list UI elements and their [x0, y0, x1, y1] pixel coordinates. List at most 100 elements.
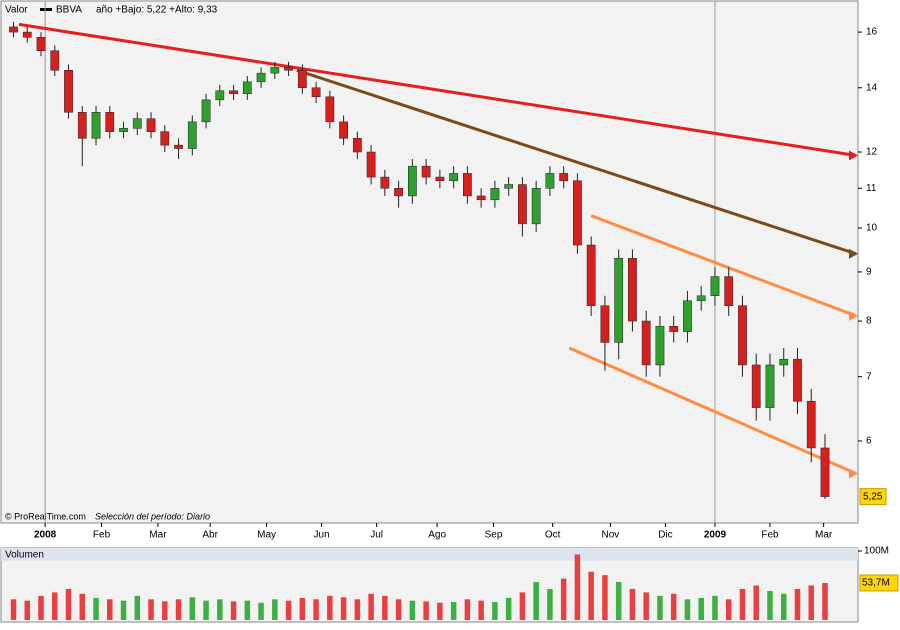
- volume-bar: [79, 593, 86, 620]
- candle-body: [669, 326, 679, 332]
- x-tick-label: Oct: [545, 530, 561, 541]
- volume-bar: [368, 593, 374, 620]
- volume-bar: [134, 595, 141, 620]
- candle-body: [463, 173, 472, 197]
- volume-bar: [739, 588, 746, 620]
- volume-bar: [272, 599, 278, 620]
- last-price-label: 5,25: [863, 491, 883, 502]
- volume-bar: [244, 600, 251, 620]
- x-tick-label: Feb: [761, 530, 779, 541]
- volume-bar: [505, 597, 512, 620]
- candle-body: [518, 184, 527, 225]
- candle-body: [407, 165, 417, 197]
- candle-body: [36, 37, 46, 51]
- x-tick-label: Feb: [93, 530, 111, 541]
- volume-bar: [464, 599, 471, 620]
- trend-arrow: [849, 468, 858, 479]
- candle-body: [132, 118, 142, 129]
- price-panel: [0, 0, 859, 524]
- volume-bar: [423, 601, 429, 620]
- volume-bar: [203, 600, 209, 620]
- candle-body: [297, 70, 307, 89]
- candle-body: [559, 173, 569, 182]
- y-tick-label: 100M: [864, 546, 889, 557]
- y-tick-label: 7: [866, 371, 872, 382]
- candle-body: [655, 326, 665, 366]
- volume-bar: [175, 599, 182, 620]
- candle-body: [311, 87, 321, 98]
- candle-body: [490, 188, 500, 201]
- volume-bar: [313, 599, 319, 620]
- volume-bar: [93, 597, 99, 620]
- candle-body: [614, 258, 624, 343]
- candle-body: [380, 176, 390, 189]
- period: Selección del período: Diario: [95, 511, 210, 521]
- x-tick-label: Jun: [314, 530, 330, 541]
- candle-body: [256, 72, 266, 83]
- candle-body: [160, 131, 170, 146]
- volume-bar: [382, 595, 388, 620]
- volume-bar: [189, 597, 196, 620]
- volume-bar: [822, 582, 828, 620]
- volume-bar: [437, 602, 443, 620]
- candle-body: [174, 144, 183, 149]
- volume-bar: [24, 600, 31, 620]
- trend-arrow: [849, 310, 858, 321]
- candle-body: [77, 112, 87, 139]
- candle-body: [628, 258, 637, 322]
- candle-body: [352, 138, 362, 153]
- candle-body: [820, 447, 830, 497]
- volume-bar: [684, 599, 691, 620]
- x-tick-label: Nov: [602, 530, 620, 541]
- candle-body: [50, 50, 60, 71]
- volume-bar: [450, 602, 457, 620]
- candle-body: [229, 90, 238, 95]
- volume-bar: [120, 600, 127, 620]
- candle-body: [105, 112, 115, 132]
- x-tick-label: Jul: [370, 530, 383, 541]
- candle-body: [270, 67, 280, 74]
- candle-body: [119, 128, 128, 132]
- volume-bar: [519, 592, 526, 620]
- header-label: Valor: [5, 5, 28, 16]
- volume-bar: [162, 601, 168, 620]
- header-range: año +Bajo: 5,22 +Alto: 9,33: [96, 5, 218, 16]
- candle-body: [806, 400, 816, 449]
- candle-body: [683, 300, 692, 332]
- volume-bar: [478, 600, 484, 620]
- volume-bar: [409, 600, 416, 620]
- x-tick-label: Sep: [485, 530, 503, 541]
- trend-line: [568, 346, 857, 475]
- volume-bar: [670, 593, 677, 620]
- candle-body: [793, 358, 802, 402]
- volume-bar: [492, 602, 498, 620]
- volume-bar: [574, 554, 581, 620]
- volume-bar: [395, 599, 402, 620]
- x-tick-label: Dic: [658, 530, 672, 541]
- candle-body: [242, 81, 252, 95]
- volume-bar: [354, 599, 361, 620]
- candle-body: [724, 276, 734, 306]
- volume-bar: [712, 595, 718, 620]
- volume-bar: [52, 592, 58, 620]
- x-tick-label: Mar: [815, 530, 833, 541]
- volume-bar: [547, 588, 553, 620]
- y-tick-label: 14: [866, 82, 878, 93]
- x-tick-label: 2009: [704, 530, 727, 541]
- y-tick-label: 11: [866, 183, 877, 194]
- volume-bar: [602, 575, 608, 620]
- trend-line: [18, 22, 857, 157]
- volume-bar: [107, 599, 113, 620]
- legend-swatch: [40, 8, 52, 11]
- candle-body: [215, 90, 225, 101]
- trend-line: [590, 214, 857, 318]
- x-tick-label: Ago: [428, 530, 446, 541]
- y-tick-label: 9: [866, 267, 872, 278]
- candle-body: [573, 180, 582, 246]
- volume-bar: [299, 597, 306, 620]
- last-volume-label: 53,7M: [862, 578, 890, 589]
- volume-bar: [65, 588, 72, 620]
- volume-bar: [533, 582, 539, 620]
- volume-bar: [588, 571, 594, 620]
